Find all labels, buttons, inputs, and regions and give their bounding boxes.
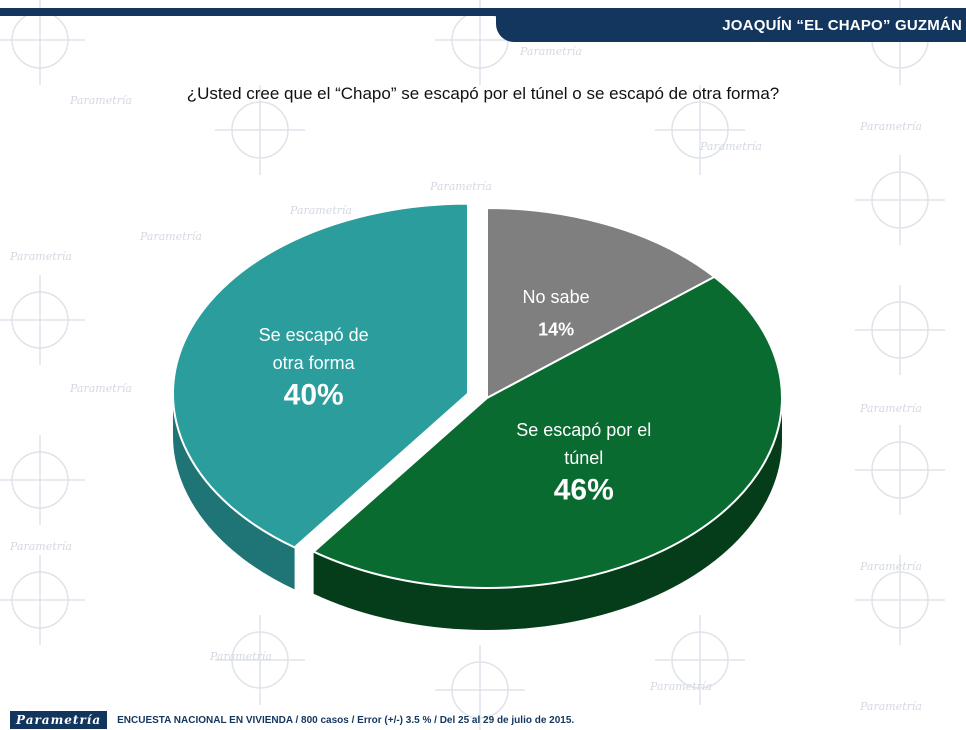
svg-text:Parametría: Parametría: [699, 140, 762, 153]
svg-text:Parametría: Parametría: [519, 45, 582, 58]
slice-value-otra_forma: 40%: [284, 378, 344, 411]
slice-value-tunel: 46%: [554, 473, 614, 506]
slice-label-tunel-line-1: túnel: [564, 448, 603, 468]
svg-text:Parametría: Parametría: [649, 680, 712, 693]
svg-text:Parametría: Parametría: [859, 120, 922, 133]
slice-label-no_sabe-line-0: No sabe: [523, 287, 590, 307]
svg-text:Parametría: Parametría: [859, 700, 922, 713]
top-accent-bar: [0, 8, 966, 16]
header-tab: JOAQUÍN “EL CHAPO” GUZMÁN: [496, 8, 966, 42]
pie-slice-no_sabe: [486, 206, 717, 400]
footer: Parametría ENCUESTA NACIONAL EN VIVIENDA…: [10, 710, 574, 730]
svg-text:Parametría: Parametría: [139, 230, 202, 243]
svg-text:Parametría: Parametría: [69, 94, 132, 107]
survey-methodology-note: ENCUESTA NACIONAL EN VIVIENDA / 800 caso…: [117, 714, 575, 726]
slice-label-tunel-line-0: Se escapó por el: [516, 420, 651, 440]
slice-label-otra_forma-line-1: otra forma: [273, 353, 356, 373]
pie-slice-tunel: [311, 275, 783, 589]
pie-side-tunel: [313, 398, 783, 630]
svg-text:Parametría: Parametría: [859, 402, 922, 415]
header-title: JOAQUÍN “EL CHAPO” GUZMÁN: [722, 16, 962, 34]
slice-label-otra_forma-line-0: Se escapó de: [259, 325, 369, 345]
pie-slice-otra_forma: [172, 202, 469, 549]
svg-text:Parametría: Parametría: [429, 180, 492, 193]
svg-text:Parametría: Parametría: [289, 204, 352, 217]
slice-value-no_sabe: 14%: [538, 319, 574, 339]
svg-text:Parametría: Parametría: [859, 560, 922, 573]
svg-text:Parametría: Parametría: [209, 650, 272, 663]
parametria-logo: Parametría: [10, 711, 108, 729]
pie-side-otra_forma: [172, 393, 295, 590]
svg-text:Parametría: Parametría: [9, 250, 72, 263]
survey-question: ¿Usted cree que el “Chapo” se escapó por…: [186, 84, 780, 103]
svg-text:Parametría: Parametría: [69, 382, 132, 395]
svg-text:Parametría: Parametría: [9, 540, 72, 553]
